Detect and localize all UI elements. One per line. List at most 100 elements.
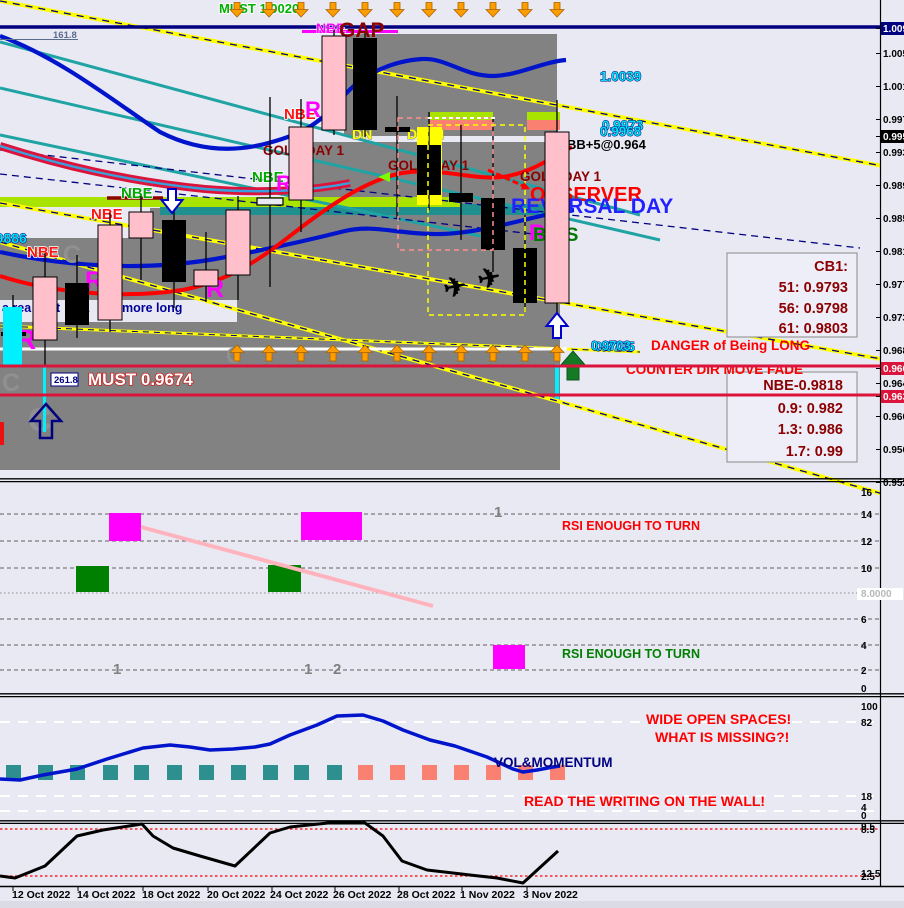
price-axis-label: 0.98530: [883, 214, 904, 225]
label-0-9886: 0.9886: [0, 230, 27, 246]
price-axis-label: 0.96309: [883, 392, 904, 403]
date-axis-label: 3 Nov 2022: [523, 889, 578, 901]
arrow-tip: [229, 9, 245, 18]
arrow-stem: [233, 2, 241, 11]
osc-axis-label: 2.5: [861, 872, 875, 883]
down-arrow-icon: [293, 2, 309, 18]
osc-axis-label: 8.5: [861, 825, 875, 836]
label-nbe-3: NBE: [27, 244, 59, 261]
vol-square: [358, 765, 373, 780]
vol-square: [103, 765, 118, 780]
date-axis-label: 26 Oct 2022: [333, 889, 392, 901]
indicator-band: [527, 112, 560, 120]
rsi-count: 1: [304, 661, 312, 678]
chart-line: [0, 202, 904, 364]
layer-dash: [378, 117, 530, 316]
candle: [162, 200, 186, 308]
rsi-axis-label: 6: [861, 615, 867, 626]
candle: [544, 100, 570, 313]
rsi-block: [76, 566, 109, 592]
rsi-block: [493, 645, 525, 669]
nbe-13: 1.3: 0.986: [778, 422, 843, 438]
vol-title: VOL&MOMENTUM: [494, 755, 613, 770]
down-arrow-icon: [517, 2, 533, 18]
vol-axis-label: 18: [861, 792, 873, 803]
price-axis-label: 0.96470: [883, 379, 904, 390]
price-axis-label: 1.00590: [883, 49, 904, 60]
candle: [128, 196, 154, 280]
vol-square: [390, 765, 405, 780]
vol-note-2: WHAT IS MISSING?!: [655, 729, 789, 745]
vol-axis-label: 4: [861, 803, 867, 814]
marker-bar: [3, 307, 22, 365]
down-arrow-icon: [453, 2, 469, 18]
label-nbe-1: NBE: [91, 206, 123, 223]
chart-line: [0, 133, 491, 240]
price-axis-label: 0.95240: [883, 478, 904, 489]
up-arrow-icon: [517, 344, 533, 362]
candle-body-bull: [97, 224, 123, 321]
arrow-stem: [457, 2, 465, 11]
price-axis-label: 1.00932: [883, 24, 904, 35]
vol-square: [134, 765, 149, 780]
arrow-stem: [329, 352, 337, 362]
rsi-level-highlight: [857, 588, 903, 600]
arrow-tip: [293, 344, 309, 353]
rsi-count: 2: [333, 661, 341, 678]
rsi-axis-label: 14: [861, 510, 873, 521]
arrow-tip: [357, 344, 373, 353]
candle-body-bull: [544, 131, 570, 304]
chart-line: [0, 40, 641, 217]
blue-up-arrow-icon: [544, 311, 570, 339]
cb1-61: 61: 0.9803: [779, 321, 848, 337]
candle: [353, 33, 377, 137]
arrow-stem: [265, 352, 273, 362]
arrow-tip: [293, 9, 309, 18]
rsi-note-top: RSI ENOUGH TO TURN: [562, 519, 700, 533]
candle-body-bear: [417, 145, 441, 195]
candle: [32, 253, 58, 430]
layer-late: [0, 364, 880, 397]
vol-square: [422, 765, 437, 780]
osc-axis-label: 12.5: [861, 869, 881, 880]
arrow-tip: [389, 344, 405, 353]
candle-body-bear: [65, 283, 89, 325]
label-reversal-day: REVERSAL DAY: [511, 195, 673, 218]
label-r: R: [305, 97, 321, 122]
date-axis-label: 14 Oct 2022: [77, 889, 136, 901]
osc-line: [0, 821, 560, 885]
arrow-tip: [357, 9, 373, 18]
candle: [97, 213, 123, 332]
vol-axis-label: 100: [861, 702, 878, 713]
up-arrow-icon: [357, 344, 373, 362]
arrow-stem: [521, 352, 529, 362]
info-box: [726, 371, 858, 463]
candle: [321, 30, 347, 135]
osc-axis-label: 9.5: [861, 822, 875, 833]
date-axis-label: 18 Oct 2022: [142, 889, 201, 901]
candle-body-bull: [288, 126, 314, 201]
candle-body-doji: [256, 197, 284, 206]
cb1-51: 51: 0.9793: [779, 280, 848, 296]
date-axis-label: 1 Nov 2022: [460, 889, 515, 901]
label-must-10020: MUST 1.0020: [219, 1, 299, 16]
arrow-tip: [453, 344, 469, 353]
price-axis-label: 0.95650: [883, 445, 904, 456]
layer-panes: [0, 512, 880, 885]
arrow-tip: [325, 344, 341, 353]
up-arrow-icon: [261, 344, 277, 362]
candle-body-bull: [32, 276, 58, 341]
rsi-axis-label: 12: [861, 537, 873, 548]
down-arrow-icon: [325, 2, 341, 18]
arrow-stem: [265, 2, 273, 11]
layer-boxes: [50, 252, 858, 463]
price-axis-label: 0.96890: [883, 346, 904, 357]
arrow-tip: [421, 9, 437, 18]
price-axis-label: 0.98120: [883, 247, 904, 258]
arrow-stem: [457, 352, 465, 362]
rsi-trendline: [140, 525, 434, 608]
price-axis-label: 0.98940: [883, 181, 904, 192]
label-0-9703: 0.9703: [591, 338, 631, 353]
